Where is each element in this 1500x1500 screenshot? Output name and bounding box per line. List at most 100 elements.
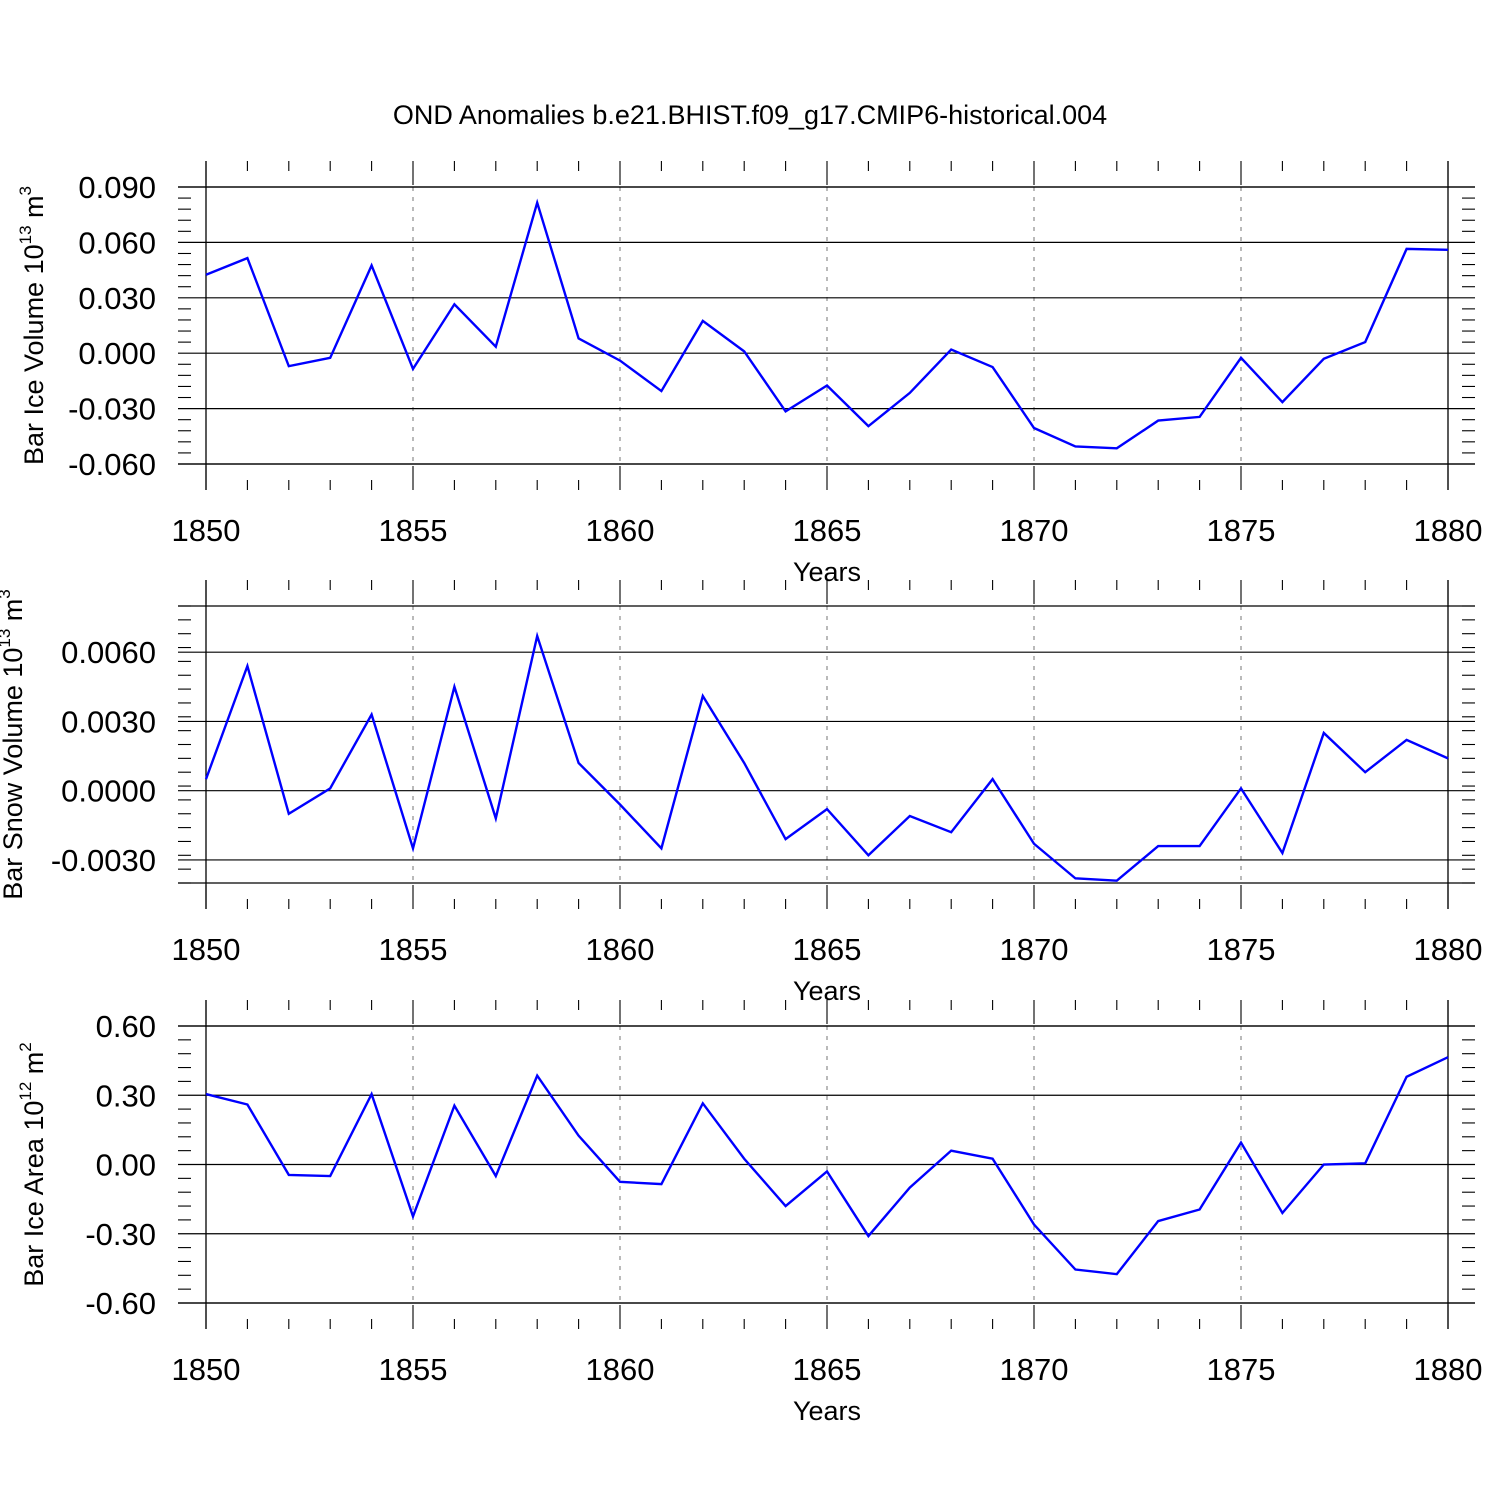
x-tick-label: 1865 <box>793 1352 862 1387</box>
y-axis-label: Bar Ice Area 1012 m2 <box>16 1042 49 1287</box>
data-point <box>412 368 414 370</box>
data-point <box>619 1181 621 1183</box>
x-tick-label: 1875 <box>1207 932 1276 967</box>
data-point <box>453 303 455 305</box>
data-point <box>329 1175 331 1177</box>
x-tick-label: 1870 <box>1000 513 1069 548</box>
x-tick-label: 1850 <box>172 1352 241 1387</box>
data-point <box>1323 732 1325 734</box>
data-point <box>743 350 745 352</box>
data-point <box>495 817 497 819</box>
data-point <box>1364 771 1366 773</box>
data-point <box>205 778 207 780</box>
y-tick-label: -0.60 <box>85 1286 156 1321</box>
data-point <box>619 803 621 805</box>
x-tick-label: 1865 <box>793 513 862 548</box>
data-point <box>1116 879 1118 881</box>
data-point <box>246 665 248 667</box>
series-line <box>205 1056 1449 1276</box>
y-tick-label: -0.30 <box>85 1217 156 1252</box>
x-tick-label: 1860 <box>586 932 655 967</box>
data-point <box>453 686 455 688</box>
data-point <box>660 390 662 392</box>
data-point <box>950 831 952 833</box>
y-tick-label: -0.030 <box>68 392 156 427</box>
y-axis-label: Bar Snow Volume 1013 m3 <box>0 589 28 900</box>
data-point <box>1033 427 1035 429</box>
x-tick-label: 1860 <box>586 1352 655 1387</box>
chart-panel-3: 0.60 0.30 0.00 -0.30 -0.60 1850 1855 1860 1865 18… <box>16 1000 1482 1426</box>
series-line <box>205 198 1449 450</box>
data-point <box>205 1093 207 1095</box>
data-point <box>826 1170 828 1172</box>
data-point <box>1240 787 1242 789</box>
y-tick-label: 0.0030 <box>61 704 156 739</box>
y-tick-label: -0.0030 <box>51 843 156 878</box>
y-tick-label: -0.060 <box>68 447 156 482</box>
data-point <box>412 1215 414 1217</box>
y-tick-label: 0.0000 <box>61 774 156 809</box>
data-point <box>495 346 497 348</box>
data-point <box>1116 447 1118 449</box>
data-point <box>577 337 579 339</box>
data-point <box>1447 1056 1449 1058</box>
data-point <box>660 847 662 849</box>
data-point <box>1157 419 1159 421</box>
data-point <box>660 1183 662 1185</box>
data-point <box>619 359 621 361</box>
data-point <box>205 274 207 276</box>
data-point <box>909 815 911 817</box>
y-axis-label: Bar Ice Volume 1013 m3 <box>16 186 49 465</box>
data-point <box>867 1235 869 1237</box>
data-point <box>370 264 372 266</box>
data-point <box>495 1175 497 1177</box>
data-point <box>991 366 993 368</box>
y-tick-label: 0.30 <box>96 1078 156 1113</box>
data-point <box>1323 1163 1325 1165</box>
data-point <box>1074 877 1076 879</box>
y-tick-label: 0.090 <box>78 170 156 205</box>
data-point <box>577 1134 579 1136</box>
x-tick-label: 1875 <box>1207 513 1276 548</box>
data-point <box>1240 357 1242 359</box>
data-point <box>1405 1076 1407 1078</box>
data-point <box>867 854 869 856</box>
data-point <box>536 1074 538 1076</box>
y-tick-label: 0.00 <box>96 1148 156 1183</box>
data-point <box>288 813 290 815</box>
x-tick-label: 1870 <box>1000 932 1069 967</box>
data-point <box>1281 852 1283 854</box>
x-tick-label: 1865 <box>793 932 862 967</box>
data-point <box>412 847 414 849</box>
chart-panel-2: 0.0060 0.0030 0.0000 -0.0030 1850 1855 1860 186… <box>0 580 1482 1006</box>
x-tick-label: 1875 <box>1207 1352 1276 1387</box>
panels: 0.090 0.060 0.030 0.000 -0.030 -0.060 1850 1855… <box>0 161 1482 1426</box>
x-axis-label: Years <box>793 1396 861 1426</box>
data-point <box>288 1174 290 1176</box>
data-point <box>950 1149 952 1151</box>
data-point <box>370 713 372 715</box>
data-point <box>1240 1141 1242 1143</box>
y-tick-label: 0.000 <box>78 336 156 371</box>
data-point <box>329 357 331 359</box>
data-point <box>577 762 579 764</box>
data-point <box>1281 1212 1283 1214</box>
data-point <box>909 1186 911 1188</box>
data-point <box>1405 248 1407 250</box>
x-tick-label: 1855 <box>379 932 448 967</box>
data-point <box>288 365 290 367</box>
data-point <box>1157 1220 1159 1222</box>
data-point <box>784 1205 786 1207</box>
data-point <box>329 787 331 789</box>
x-tick-label: 1850 <box>172 513 241 548</box>
data-point <box>702 695 704 697</box>
data-point <box>950 348 952 350</box>
data-point <box>1157 845 1159 847</box>
data-point <box>1198 845 1200 847</box>
data-point <box>784 838 786 840</box>
data-point <box>826 808 828 810</box>
x-tick-label: 1855 <box>379 1352 448 1387</box>
chart-title: OND Anomalies b.e21.BHIST.f09_g17.CMIP6-… <box>393 100 1107 130</box>
data-point <box>1364 341 1366 343</box>
